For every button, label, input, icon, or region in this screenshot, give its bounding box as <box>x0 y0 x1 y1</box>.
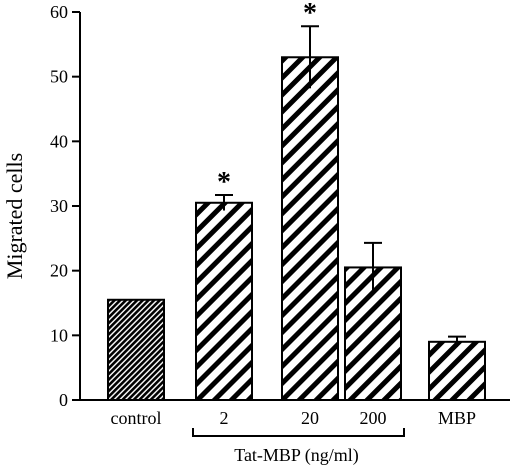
x-tick-label: control <box>111 408 162 428</box>
x-axis: control 2 20 200 MBP <box>80 399 510 428</box>
bar <box>195 201 253 401</box>
group-bracket-label: Tat-MBP (ng/ml) <box>234 445 359 466</box>
annotations: * * Tat-MBP (ng/ml) <box>192 0 405 466</box>
y-tick-label: 20 <box>50 261 68 281</box>
x-tick-label: MBP <box>438 408 476 428</box>
significance-star: * <box>217 167 231 198</box>
y-tick-label: 10 <box>50 325 68 345</box>
bar <box>428 340 486 401</box>
bar <box>281 56 339 402</box>
x-tick-label: 2 <box>220 408 229 428</box>
bar <box>107 298 165 401</box>
y-axis: 0 10 20 30 40 50 60 <box>50 2 81 410</box>
y-tick-label: 40 <box>50 131 68 151</box>
x-tick-label: 20 <box>301 408 319 428</box>
y-axis-title: Migrated cells <box>2 153 27 279</box>
group-bracket <box>192 428 405 437</box>
y-tick-label: 0 <box>59 390 68 410</box>
bars <box>107 56 486 402</box>
y-tick-label: 30 <box>50 196 68 216</box>
x-tick-label: 200 <box>360 408 387 428</box>
significance-star: * <box>303 0 317 29</box>
y-tick-label: 60 <box>50 2 68 22</box>
y-tick-label: 50 <box>50 67 68 87</box>
error-bars <box>215 25 466 347</box>
